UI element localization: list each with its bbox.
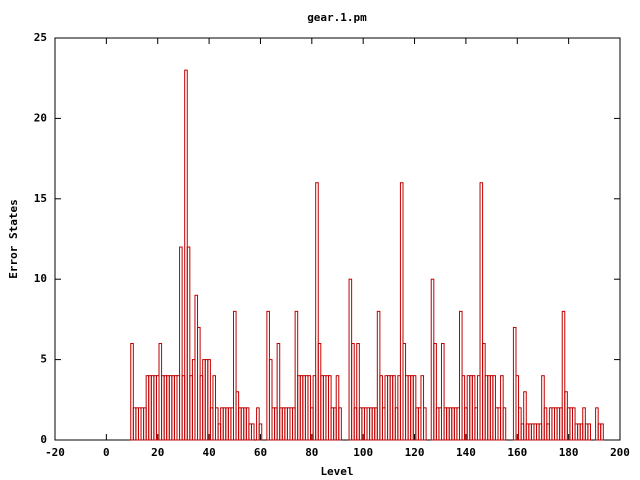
x-tick-label: 140 (456, 446, 476, 459)
x-tick-label: 200 (610, 446, 630, 459)
y-tick-label: 25 (34, 31, 47, 44)
y-tick-label: 20 (34, 111, 47, 124)
bar (399, 182, 404, 441)
y-tick-label: 15 (34, 192, 47, 205)
bar (315, 182, 319, 441)
bar (479, 182, 484, 441)
bar (600, 423, 604, 441)
bar (130, 343, 134, 441)
x-tick-label: 0 (103, 446, 110, 459)
x-axis-label: Level (320, 465, 353, 478)
x-tick-label: 120 (405, 446, 425, 459)
bar (179, 246, 183, 441)
bar (587, 423, 591, 441)
y-tick-label: 10 (34, 272, 47, 285)
bar (423, 407, 427, 441)
x-tick-label: 80 (305, 446, 318, 459)
plot-frame (54, 37, 621, 441)
x-tick-label: 180 (559, 446, 579, 459)
bar (276, 343, 281, 441)
x-tick-label: -20 (45, 446, 65, 459)
bar (338, 407, 342, 441)
y-axis-label: Error States (7, 199, 20, 278)
bar (502, 407, 507, 441)
bar (433, 343, 437, 441)
x-tick-label: 100 (353, 446, 373, 459)
y-tick-label: 5 (40, 353, 47, 366)
bar (207, 359, 211, 441)
x-tick-label: 20 (151, 446, 164, 459)
x-tick-label: 60 (254, 446, 267, 459)
bar (356, 343, 360, 441)
chart-title: gear.1.pm (307, 11, 367, 24)
bar (441, 343, 445, 441)
bar (232, 310, 237, 441)
x-tick-label: 160 (507, 446, 527, 459)
bar (268, 359, 273, 441)
bar (250, 423, 255, 441)
bar (258, 423, 263, 441)
x-tick-label: 40 (202, 446, 215, 459)
bar (523, 391, 527, 441)
y-tick-label: 0 (40, 433, 47, 446)
bar (351, 343, 355, 441)
bar (561, 310, 566, 441)
bar (186, 246, 191, 441)
